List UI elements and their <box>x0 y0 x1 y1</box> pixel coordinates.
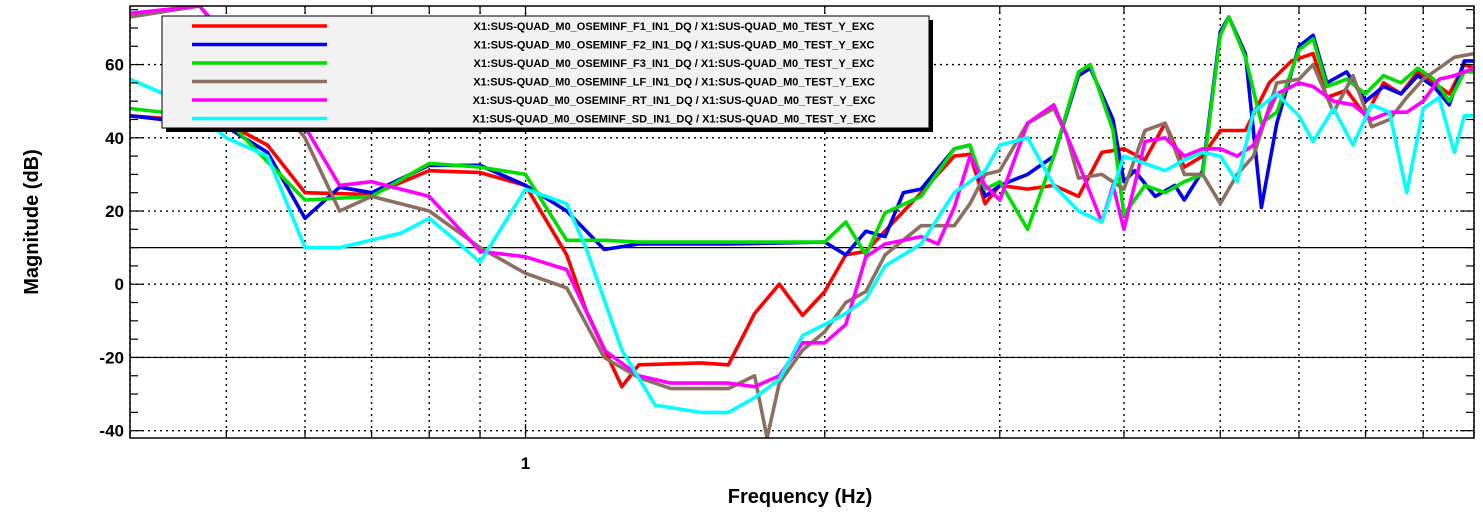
legend-entry-label: X1:SUS-QUAD_M0_OSEMINF_F1_IN1_DQ / X1:SU… <box>474 21 875 33</box>
series-line-3 <box>130 15 1474 257</box>
y-tick-label: -40 <box>99 422 124 441</box>
y-axis-title: Magnitude (dB) <box>21 149 43 295</box>
plot-frame <box>129 5 1475 439</box>
series-lines <box>130 6 1474 438</box>
series-line-6 <box>130 77 1474 415</box>
y-tick-label: 60 <box>105 56 124 75</box>
y-tick-label: 20 <box>105 202 124 221</box>
x-axis-title: Frequency (Hz) <box>728 486 872 508</box>
legend-entry-label: X1:SUS-QUAD_M0_OSEMINF_LF_IN1_DQ / X1:SU… <box>473 77 875 89</box>
y-tick-label: -20 <box>99 348 124 367</box>
y-tick-label: 0 <box>115 275 124 294</box>
series-line-5 <box>130 6 1474 389</box>
y-tick-label: 40 <box>105 129 124 148</box>
y-tick-labels: -40 -20 0 20 40 60 <box>99 56 124 441</box>
legend-entry-label: X1:SUS-QUAD_M0_OSEMINF_SD_IN1_DQ / X1:SU… <box>472 114 875 126</box>
legend-entry-label: X1:SUS-QUAD_M0_OSEMINF_F3_IN1_DQ / X1:SU… <box>474 58 875 70</box>
legend-box <box>161 15 930 129</box>
x-tick-label: 1 <box>521 454 530 473</box>
x-tick-labels: 1 <box>521 454 530 473</box>
legend-entry-label: X1:SUS-QUAD_M0_OSEMINF_RT_IN1_DQ / X1:SU… <box>473 95 876 107</box>
legend-entry-label: X1:SUS-QUAD_M0_OSEMINF_F2_IN1_DQ / X1:SU… <box>474 40 875 52</box>
minor-ticks <box>129 6 1475 438</box>
legend: X1:SUS-QUAD_M0_OSEMINF_F1_IN1_DQ / X1:SU… <box>161 15 933 132</box>
